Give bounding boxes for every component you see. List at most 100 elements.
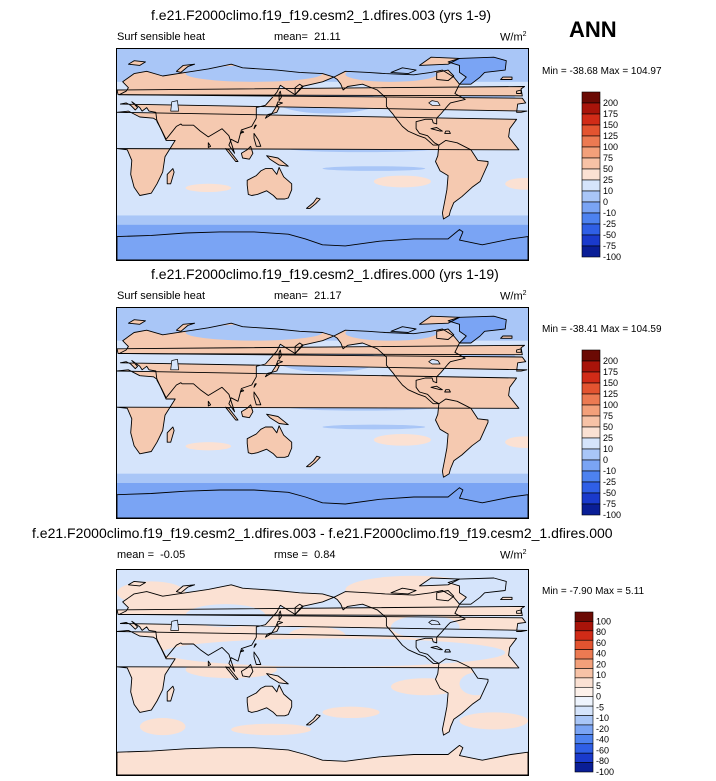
colorbar-tick-label: -80 [596, 756, 609, 766]
greenland-field [448, 57, 507, 85]
colorbar-tick-label: -10 [596, 713, 609, 723]
colorbar-tick-label: 80 [596, 627, 606, 637]
coastline-madagascar [166, 426, 175, 443]
land-australia [247, 167, 292, 199]
great-lakes [428, 619, 441, 626]
coastline-sumatra [225, 148, 239, 162]
mean-readout: mean = -0.05 [117, 549, 185, 561]
land-iceland [500, 597, 512, 600]
map-panel-3 [116, 569, 529, 776]
land-newguinea [266, 155, 289, 167]
southern-ocean-band [117, 215, 528, 228]
colorbar-tick-label: 200 [603, 356, 618, 366]
colorbar-box [574, 724, 594, 735]
colorbar-box [574, 677, 594, 688]
coastline-kamchatkaIs [294, 83, 304, 96]
colorbar-box [581, 404, 601, 417]
colorbar-box [581, 459, 601, 472]
colorbar-tick-label: 10 [596, 670, 606, 680]
colorbar-tick-label: 175 [603, 367, 618, 377]
colorbar-box [574, 630, 594, 641]
coastline-hispaniola [444, 649, 451, 653]
coastline-baffin [436, 69, 455, 82]
min-max-label: Min = -38.68 Max = 104.97 [542, 66, 662, 77]
colorbar-tick-label: -25 [603, 219, 616, 229]
units-exponent: 2 [522, 549, 527, 556]
land-uk [117, 345, 525, 355]
se-pacific-field [373, 434, 431, 446]
coastline-iceland [500, 596, 513, 601]
colorbar-box [581, 349, 601, 362]
south-pacific-field [322, 424, 426, 430]
min-max-label: Min = -7.90 Max = 5.11 [542, 586, 645, 597]
land-newguinea [266, 673, 289, 684]
land-ireland [516, 90, 522, 94]
colorbar-box [581, 481, 601, 494]
colorbar-tick-label: -5 [596, 702, 604, 712]
land-greenland [448, 578, 507, 605]
rmse-value: 0.84 [314, 549, 336, 561]
coastline-hispaniola [444, 130, 451, 134]
colorbar-box [581, 470, 601, 483]
coastline-srilanka [207, 400, 212, 407]
coastline-sAmerica [435, 139, 489, 220]
land-australia [247, 425, 292, 458]
colorbar-tick-label: 150 [603, 120, 618, 130]
coastline-taiwan [253, 124, 257, 130]
colorbar-box [581, 393, 601, 406]
coastline-sakhalin [278, 90, 282, 102]
colorbar: 100 80 60 40 20 10 5 0 -5 -10 -20 -40 -60 -80 -100 [574, 611, 645, 777]
coastline-taiwan [253, 383, 257, 388]
panel-title: f.e21.F2000climo.f19_f19.cesm2_1.dfires.… [32, 525, 613, 541]
siberia-field [185, 65, 323, 82]
colorbar-tick-label: -60 [596, 745, 609, 755]
coastline-eurasia [118, 584, 528, 672]
colorbar-box [574, 639, 594, 650]
colorbar-box [581, 448, 601, 461]
coastline-ellesmere [419, 577, 460, 587]
cool-patch [162, 638, 506, 667]
coastline-baffin [436, 590, 455, 602]
colorbar-tick-label: 125 [603, 131, 618, 141]
colorbar-box [581, 245, 601, 258]
coastline-victoria [390, 326, 417, 333]
colorbar-box [581, 113, 601, 126]
coastline-newguinea [266, 155, 289, 167]
colorbar-box [581, 212, 601, 225]
map-panel-1 [116, 48, 529, 261]
colorbar-tick-label: -50 [603, 488, 616, 498]
colorbar-tick-label: 50 [603, 422, 613, 432]
coastline-africa [117, 629, 520, 713]
land-eurasia [119, 64, 527, 154]
land-borneo [241, 146, 253, 160]
coastline-svalbard [127, 580, 146, 587]
colorbar: 200 175 150 125 100 75 50 25 10 0 -10 -25 -50 -75 -100 [581, 91, 652, 262]
land-madagascar [167, 427, 175, 443]
great-lakes [428, 358, 441, 365]
coastline-srilanka [207, 660, 212, 667]
colorbar-tick-label: -100 [596, 767, 614, 777]
land-sAmerica [435, 399, 488, 478]
units-base: W/m [500, 290, 523, 303]
coastline-borneo [240, 404, 254, 419]
coastline-newzealand [306, 455, 321, 468]
coastline-kamchatkaIs [294, 603, 304, 615]
land-iceland [500, 77, 512, 80]
variable-label: Surf sensible heat [117, 31, 206, 43]
colorbar-box [581, 91, 601, 104]
coastline-newzealand [306, 714, 321, 726]
coastline-australia [246, 425, 293, 458]
colorbar-box [581, 437, 601, 450]
colorbar-tick-label: 175 [603, 109, 618, 119]
caspian-sea [170, 358, 179, 371]
coastline-ireland [516, 609, 522, 614]
mean-readout: mean= 21.17 [274, 290, 342, 302]
colorbar-tick-label: 20 [596, 659, 606, 669]
se-pacific-field [373, 175, 431, 188]
colorbar-box [574, 743, 594, 754]
coastline-newzealand [306, 197, 321, 209]
colorbar-box [581, 382, 601, 395]
units-base: W/m [500, 549, 523, 562]
world-map [117, 308, 528, 518]
coastline-greenland [447, 56, 507, 85]
